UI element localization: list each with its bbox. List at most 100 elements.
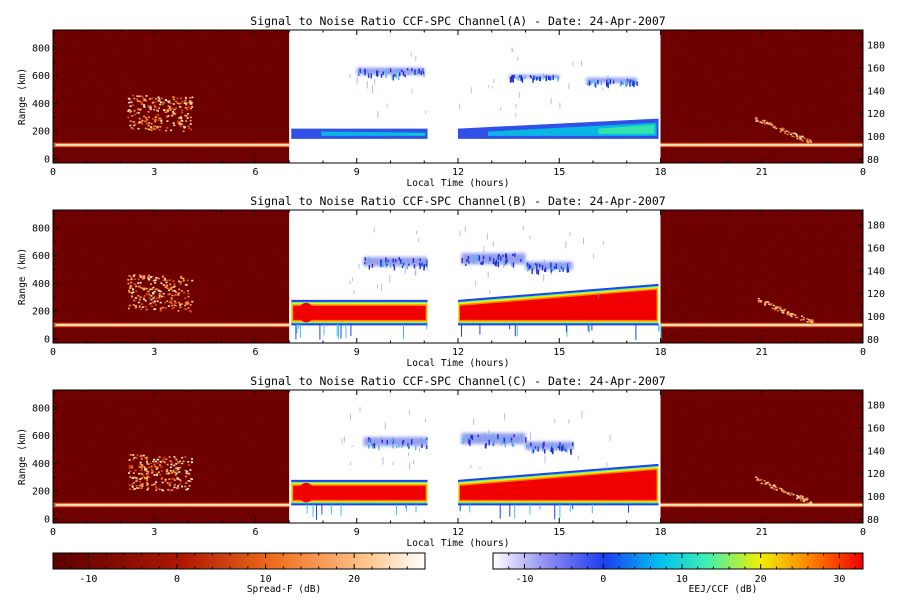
x-tick-label: 6 [252,347,258,358]
night-block-evening [53,30,290,163]
x-tick-label: 15 [553,527,565,538]
y-right-tick-label: 180 [867,40,885,51]
x-tick-label: 18 [654,347,666,358]
colorbar-tick-label: 10 [260,574,272,585]
y-tick-label: 400 [32,279,50,290]
y-right-tick-label: 100 [867,132,885,143]
y-tick-label: 200 [32,487,50,498]
colorbar-tick-label: 10 [676,574,688,585]
spread-f-plume [128,454,193,492]
night-texture [53,30,860,162]
panel-1: Signal to Noise Ratio CCF-SPC Channel(A)… [17,14,885,189]
low-range-echo [53,502,863,508]
x-axis: 0 3 6 9 12 15 18 21 0 Local Time (hours) [50,30,866,189]
y-right-tick-label: 120 [867,109,885,120]
colorbar-tick-label: 0 [600,574,606,585]
x-tick-label: 3 [151,167,157,178]
x-tick-label: 3 [151,527,157,538]
predawn-echo [757,297,815,325]
y-tick-label: 400 [32,459,50,470]
colorbar-tick-label: -10 [515,574,533,585]
panel-title: Signal to Noise Ratio CCF-SPC Channel(A)… [250,14,665,28]
colorbar-1: -10 0 10 20 Spread-F (dB) [52,552,426,595]
colorbar-tick-label: 20 [755,574,767,585]
y-axis-right: 80 100 120 140 160 180 [858,32,885,166]
low-range-echo [53,322,863,328]
y-tick-label: 600 [32,251,50,262]
low-range-echo [53,142,863,148]
upper-echo [349,47,638,119]
y-tick-label: 200 [32,127,50,138]
x-tick-label: 6 [252,527,258,538]
x-tick-label: 0 [860,167,866,178]
panel-title: Signal to Noise Ratio CCF-SPC Channel(C)… [250,374,665,388]
x-tick-label: 21 [756,347,768,358]
x-tick-label: 15 [553,167,565,178]
predawn-echo [755,117,812,144]
daytime-echo [291,118,659,139]
x-axis-label: Local Time (hours) [407,358,510,369]
colorbar-tick-label: -10 [79,574,97,585]
x-axis-label: Local Time (hours) [407,178,510,189]
colorbar-2: -10 0 10 20 30 EEJ/CCF (dB) [492,552,864,595]
upper-echo [349,225,604,299]
colorbar-label: EEJ/CCF (dB) [689,584,758,595]
y-right-tick-label: 160 [867,243,885,254]
y-tick-label: 0 [44,334,50,345]
y-right-tick-label: 140 [867,266,885,277]
x-tick-label: 21 [756,527,768,538]
x-tick-label: 12 [452,527,464,538]
y-tick-label: 800 [32,224,50,235]
y-right-tick-label: 180 [867,220,885,231]
colorbar-tick-label: 0 [174,574,180,585]
y-right-tick-label: 140 [867,446,885,457]
y-right-tick-label: 180 [867,400,885,411]
x-tick-label: 9 [354,167,360,178]
night-block-evening [53,210,290,343]
x-axis-label: Local Time (hours) [407,538,510,549]
x-tick-label: 9 [354,347,360,358]
y-axis-left: 0 200 400 600 800 Range (km) [17,33,58,165]
x-tick-label: 18 [654,167,666,178]
day-block [289,30,661,163]
y-tick-label: 800 [32,44,50,55]
y-right-tick-label: 100 [867,312,885,323]
x-tick-label: 0 [50,527,56,538]
data-gap [427,390,458,523]
y-axis-left: 0 200 400 600 800 Range (km) [17,213,58,345]
x-tick-label: 21 [756,167,768,178]
predawn-echo [755,476,813,505]
x-tick-label: 12 [452,167,464,178]
panel-3: Signal to Noise Ratio CCF-SPC Channel(C)… [17,374,885,549]
y-right-tick-label: 140 [867,86,885,97]
y-axis-label: Range (km) [17,68,28,125]
y-tick-label: 800 [32,404,50,415]
y-right-tick-label: 160 [867,423,885,434]
data-gap [427,30,458,163]
y-right-tick-label: 120 [867,289,885,300]
x-tick-label: 15 [553,347,565,358]
x-tick-label: 0 [50,167,56,178]
x-tick-label: 3 [151,347,157,358]
x-axis: 0 3 6 9 12 15 18 21 0 Local Time (hours) [50,390,866,549]
y-tick-label: 400 [32,99,50,110]
night-block-morning [660,390,863,523]
y-right-tick-label: 120 [867,469,885,480]
spread-f-plume [127,274,194,313]
y-tick-label: 0 [44,514,50,525]
colorbar-gradient [492,552,864,570]
y-tick-label: 200 [32,307,50,318]
data-gap [427,210,458,343]
panel-2: Signal to Noise Ratio CCF-SPC Channel(B)… [17,194,885,369]
y-axis-label: Range (km) [17,428,28,485]
y-right-tick-label: 160 [867,63,885,74]
y-axis-right: 80 100 120 140 160 180 [858,212,885,346]
daytime-echo [291,283,662,340]
y-axis-label: Range (km) [17,248,28,305]
night-block-morning [660,210,863,343]
x-tick-label: 0 [50,347,56,358]
y-right-tick-label: 80 [867,515,879,526]
colorbar-tick-label: 20 [348,574,360,585]
y-tick-label: 600 [32,71,50,82]
x-tick-label: 18 [654,527,666,538]
